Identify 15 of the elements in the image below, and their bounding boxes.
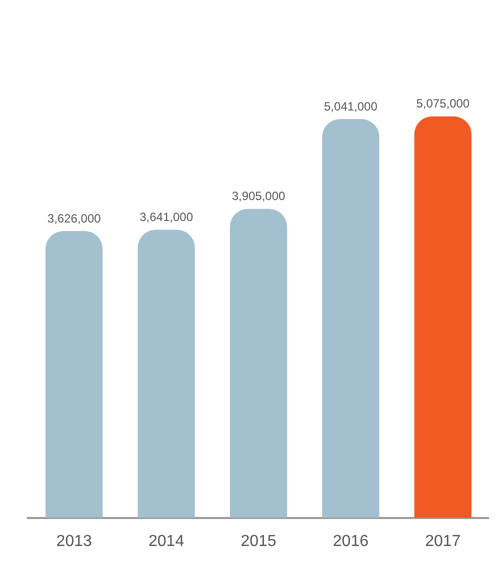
x-tick-label: 2015 (240, 532, 276, 550)
data-label: 5,075,000 (416, 96, 470, 111)
x-tick-label: 2017 (425, 532, 461, 550)
bar (230, 208, 288, 518)
data-label: 5,041,000 (324, 99, 378, 114)
x-tick-label: 2013 (56, 532, 92, 550)
bar (138, 230, 195, 518)
bar (46, 230, 103, 518)
data-label: 3,626,000 (47, 211, 102, 226)
x-tick-label: 2016 (332, 532, 369, 550)
bar (322, 119, 380, 518)
x-tick-label: 2014 (148, 532, 184, 550)
data-label: 3,905,000 (232, 189, 286, 204)
data-label: 3,641,000 (140, 210, 194, 224)
bar (414, 116, 472, 518)
